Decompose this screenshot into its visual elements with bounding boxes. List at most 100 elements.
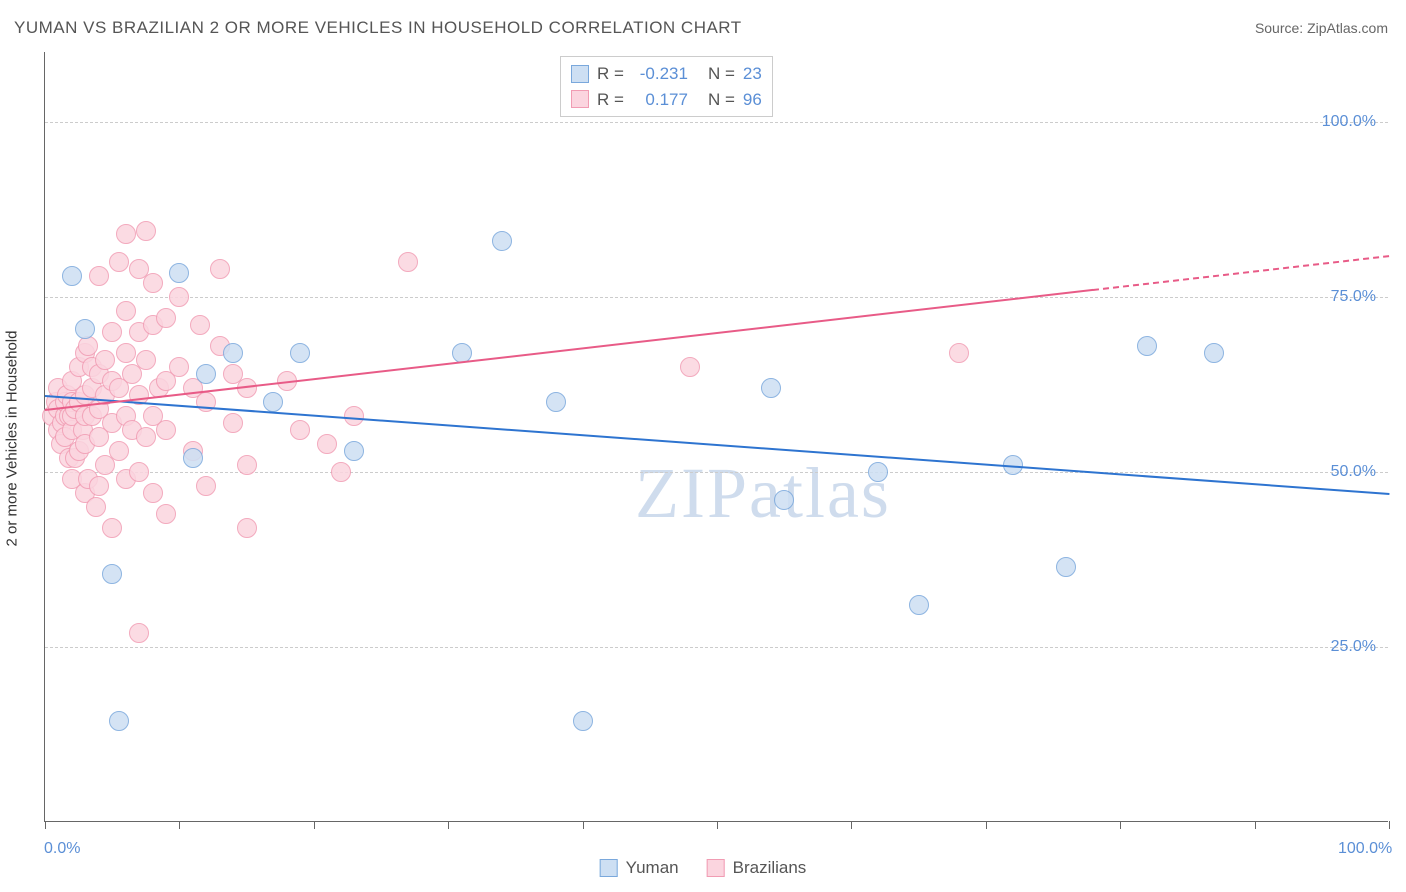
scatter-point-brazilians: [136, 221, 156, 241]
scatter-point-brazilians: [223, 413, 243, 433]
scatter-point-yuman: [344, 441, 364, 461]
scatter-point-brazilians: [129, 623, 149, 643]
scatter-point-brazilians: [95, 350, 115, 370]
scatter-point-brazilians: [317, 434, 337, 454]
legend-swatch: [571, 90, 589, 108]
legend-label: Yuman: [626, 858, 679, 878]
n-label: N =: [708, 87, 735, 113]
x-tick: [1389, 821, 1390, 829]
scatter-point-yuman: [169, 263, 189, 283]
source-name: ZipAtlas.com: [1307, 20, 1388, 36]
plot-area: ZIPatlas 25.0% 50.0% 75.0% 100.0%: [44, 52, 1388, 822]
scatter-point-brazilians: [116, 301, 136, 321]
scatter-point-brazilians: [102, 518, 122, 538]
y-tick-label: 50.0%: [1331, 463, 1376, 481]
scatter-point-yuman: [62, 266, 82, 286]
legend-label: Brazilians: [733, 858, 807, 878]
legend-swatch: [571, 65, 589, 83]
scatter-point-yuman: [290, 343, 310, 363]
scatter-point-brazilians: [398, 252, 418, 272]
legend-stats-box: R = -0.231 N = 23 R = 0.177 N = 96: [560, 56, 773, 117]
chart-title: YUMAN VS BRAZILIAN 2 OR MORE VEHICLES IN…: [14, 18, 742, 38]
gridline: [45, 647, 1388, 648]
scatter-point-brazilians: [109, 252, 129, 272]
scatter-point-yuman: [102, 564, 122, 584]
x-tick: [1120, 821, 1121, 829]
scatter-point-yuman: [761, 378, 781, 398]
scatter-point-brazilians: [136, 350, 156, 370]
regression-line: [45, 395, 1389, 495]
scatter-point-brazilians: [116, 224, 136, 244]
scatter-point-yuman: [868, 462, 888, 482]
source-prefix: Source:: [1255, 20, 1307, 36]
legend-swatch: [707, 859, 725, 877]
source-attribution: Source: ZipAtlas.com: [1255, 20, 1388, 36]
scatter-point-brazilians: [156, 308, 176, 328]
n-value: 96: [743, 87, 762, 113]
scatter-point-brazilians: [86, 497, 106, 517]
scatter-point-yuman: [223, 343, 243, 363]
r-value: -0.231: [632, 61, 688, 87]
n-label: N =: [708, 61, 735, 87]
scatter-point-yuman: [1056, 557, 1076, 577]
scatter-point-brazilians: [78, 336, 98, 356]
regression-line: [1093, 255, 1389, 291]
y-tick-label: 100.0%: [1322, 113, 1376, 131]
scatter-point-brazilians: [190, 315, 210, 335]
scatter-point-yuman: [909, 595, 929, 615]
scatter-point-brazilians: [109, 441, 129, 461]
scatter-point-brazilians: [136, 427, 156, 447]
bottom-legend: Yuman Brazilians: [600, 858, 807, 878]
x-tick: [583, 821, 584, 829]
scatter-point-yuman: [109, 711, 129, 731]
x-tick: [179, 821, 180, 829]
x-tick-label: 0.0%: [44, 840, 80, 858]
scatter-point-brazilians: [102, 322, 122, 342]
scatter-point-brazilians: [143, 483, 163, 503]
scatter-point-brazilians: [331, 462, 351, 482]
y-tick-label: 75.0%: [1331, 288, 1376, 306]
scatter-point-yuman: [1204, 343, 1224, 363]
scatter-point-brazilians: [156, 504, 176, 524]
x-tick: [986, 821, 987, 829]
scatter-point-brazilians: [949, 343, 969, 363]
scatter-point-yuman: [774, 490, 794, 510]
scatter-point-brazilians: [344, 406, 364, 426]
x-tick: [314, 821, 315, 829]
y-axis-label: 2 or more Vehicles in Household: [4, 331, 21, 547]
legend-stat-row: R = 0.177 N = 96: [571, 87, 762, 113]
scatter-point-yuman: [546, 392, 566, 412]
r-label: R =: [597, 61, 624, 87]
watermark: ZIPatlas: [635, 452, 891, 535]
x-tick: [851, 821, 852, 829]
n-value: 23: [743, 61, 762, 87]
scatter-point-yuman: [183, 448, 203, 468]
scatter-point-brazilians: [89, 476, 109, 496]
scatter-point-brazilians: [156, 420, 176, 440]
x-tick: [717, 821, 718, 829]
scatter-point-brazilians: [680, 357, 700, 377]
scatter-point-brazilians: [237, 455, 257, 475]
x-tick: [1255, 821, 1256, 829]
x-tick: [448, 821, 449, 829]
legend-stat-row: R = -0.231 N = 23: [571, 61, 762, 87]
scatter-point-yuman: [492, 231, 512, 251]
scatter-point-brazilians: [169, 287, 189, 307]
legend-swatch: [600, 859, 618, 877]
scatter-point-brazilians: [143, 273, 163, 293]
gridline: [45, 122, 1388, 123]
scatter-point-brazilians: [290, 420, 310, 440]
scatter-point-yuman: [573, 711, 593, 731]
scatter-point-yuman: [196, 364, 216, 384]
scatter-point-brazilians: [196, 476, 216, 496]
r-value: 0.177: [632, 87, 688, 113]
scatter-point-brazilians: [210, 259, 230, 279]
regression-line: [45, 289, 1094, 411]
y-tick-label: 25.0%: [1331, 638, 1376, 656]
scatter-point-brazilians: [129, 462, 149, 482]
gridline: [45, 297, 1388, 298]
r-label: R =: [597, 87, 624, 113]
scatter-point-brazilians: [116, 343, 136, 363]
scatter-point-brazilians: [169, 357, 189, 377]
scatter-point-yuman: [75, 319, 95, 339]
